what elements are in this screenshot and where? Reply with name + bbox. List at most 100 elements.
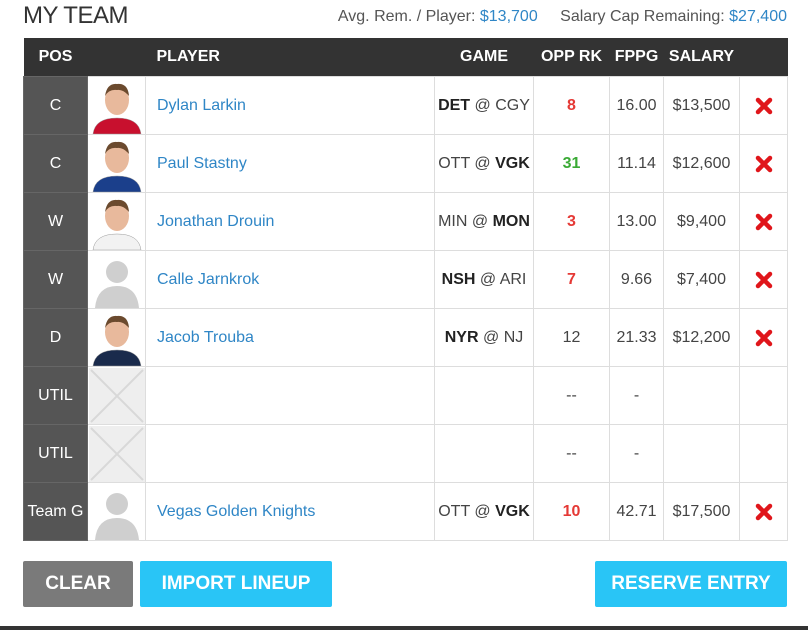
col-header: GAME [434,38,534,77]
footer-bar [0,626,808,630]
opp-rank: 10 [533,482,610,541]
remove-cell [739,366,788,425]
photo [88,425,145,482]
player-cell: Jacob Trouba [145,308,435,367]
lineup-table: POS PLAYER GAME OPP RK FPPG SALARY C Dyla… [23,38,788,541]
fppg: 13.00 [609,192,664,251]
position: C [23,134,88,193]
player-row: Team G Vegas Golden Knights OTT @ VGK 10 42.… [23,482,788,541]
remove-button[interactable] [755,213,773,231]
player-name[interactable]: Vegas Golden Knights [157,502,316,520]
title: MY TEAM [23,2,128,29]
player-name[interactable]: Jacob Trouba [157,328,254,346]
fppg: - [609,424,664,483]
salary: $7,400 [663,250,740,309]
player-cell [145,366,435,425]
game: OTT @ VGK [434,482,534,541]
game-separator: @ [471,212,489,230]
photo [92,199,141,250]
game-separator: @ [482,328,500,346]
photo-cell [87,250,146,309]
header-row: POS PLAYER GAME OPP RK FPPG SALARY [23,38,788,77]
home-team: MON [492,212,530,230]
hair [104,199,129,212]
remove-icon [755,271,772,288]
home-team: NJ [503,328,524,346]
away-team: OTT [438,502,470,520]
fppg: 16.00 [609,76,664,135]
remove-cell [739,424,788,483]
import-button[interactable]: IMPORT LINEUP [140,561,332,607]
remove-icon [755,213,772,230]
player-name[interactable]: Dylan Larkin [157,96,246,114]
opp-rank: -- [533,366,610,425]
player-cell: Vegas Golden Knights [145,482,435,541]
hair [104,83,129,96]
player-row: W Calle Jarnkrok NSH @ ARI 7 9.66 $7,400 [23,250,788,309]
away-team: MIN [438,212,468,230]
remove-button[interactable] [755,97,773,115]
face [104,142,129,173]
photo-cell [87,192,146,251]
silhouette-head [105,260,128,283]
fppg: 42.71 [609,482,664,541]
player-row: C Paul Stastny OTT @ VGK 31 11.14 $12,600 [23,134,788,193]
remove-cell [739,76,788,135]
salary-value: $9,400 [677,212,726,230]
game: NSH @ ARI [434,250,534,309]
remove-button[interactable] [755,329,773,347]
col-header [739,38,788,77]
salary: $9,400 [663,192,740,251]
remove-icon [755,503,772,520]
jersey [92,349,141,366]
face [104,316,129,347]
remove-button[interactable] [755,503,773,521]
player-name[interactable]: Paul Stastny [157,154,247,172]
jersey [92,233,141,250]
remove-button[interactable] [755,155,773,173]
home-team: VGK [495,154,530,172]
opp-rank: -- [533,424,610,483]
player-cell: Dylan Larkin [145,76,435,135]
position: Team G [23,482,88,541]
jersey [92,117,141,134]
photo [92,83,141,134]
remove-icon [755,97,772,114]
opp-rank: 3 [533,192,610,251]
player-name[interactable]: Jonathan Drouin [157,212,275,230]
player-cell: Paul Stastny [145,134,435,193]
player-row: UTIL -- - [23,366,788,425]
photo-cell [87,76,146,135]
position: C [23,76,88,135]
photo [92,315,141,366]
position: D [23,308,88,367]
salary-value: $17,500 [672,502,731,520]
game-separator: @ [479,270,497,288]
opp-rank: 7 [533,250,610,309]
photo [94,492,139,540]
remove-button[interactable] [755,271,773,289]
col-header: OPP RK [533,38,610,77]
reserve-button[interactable]: RESERVE ENTRY [595,561,787,607]
salary-value: $13,500 [672,96,731,114]
player-row: D Jacob Trouba NYR @ NJ 12 21.33 $12,200 [23,308,788,367]
photo-cell [87,424,146,483]
photo-cell [87,134,146,193]
home-team: VGK [495,502,530,520]
fppg: 11.14 [609,134,664,193]
away-team: OTT [438,154,470,172]
hair [104,315,129,328]
position: UTIL [23,366,88,425]
col-header [87,38,146,77]
player-row: C Dylan Larkin DET @ CGY 8 16.00 $13,500 [23,76,788,135]
avg-label: Avg. Rem. / Player: [337,8,476,25]
game-separator: @ [474,96,491,114]
hair [104,141,129,154]
home-team: ARI [499,270,527,288]
col-header: SALARY [663,38,740,77]
salary-value: $12,600 [672,154,731,172]
player-name[interactable]: Calle Jarnkrok [157,270,260,288]
clear-button[interactable]: CLEAR [23,561,133,607]
avg-value: $13,700 [479,8,538,25]
